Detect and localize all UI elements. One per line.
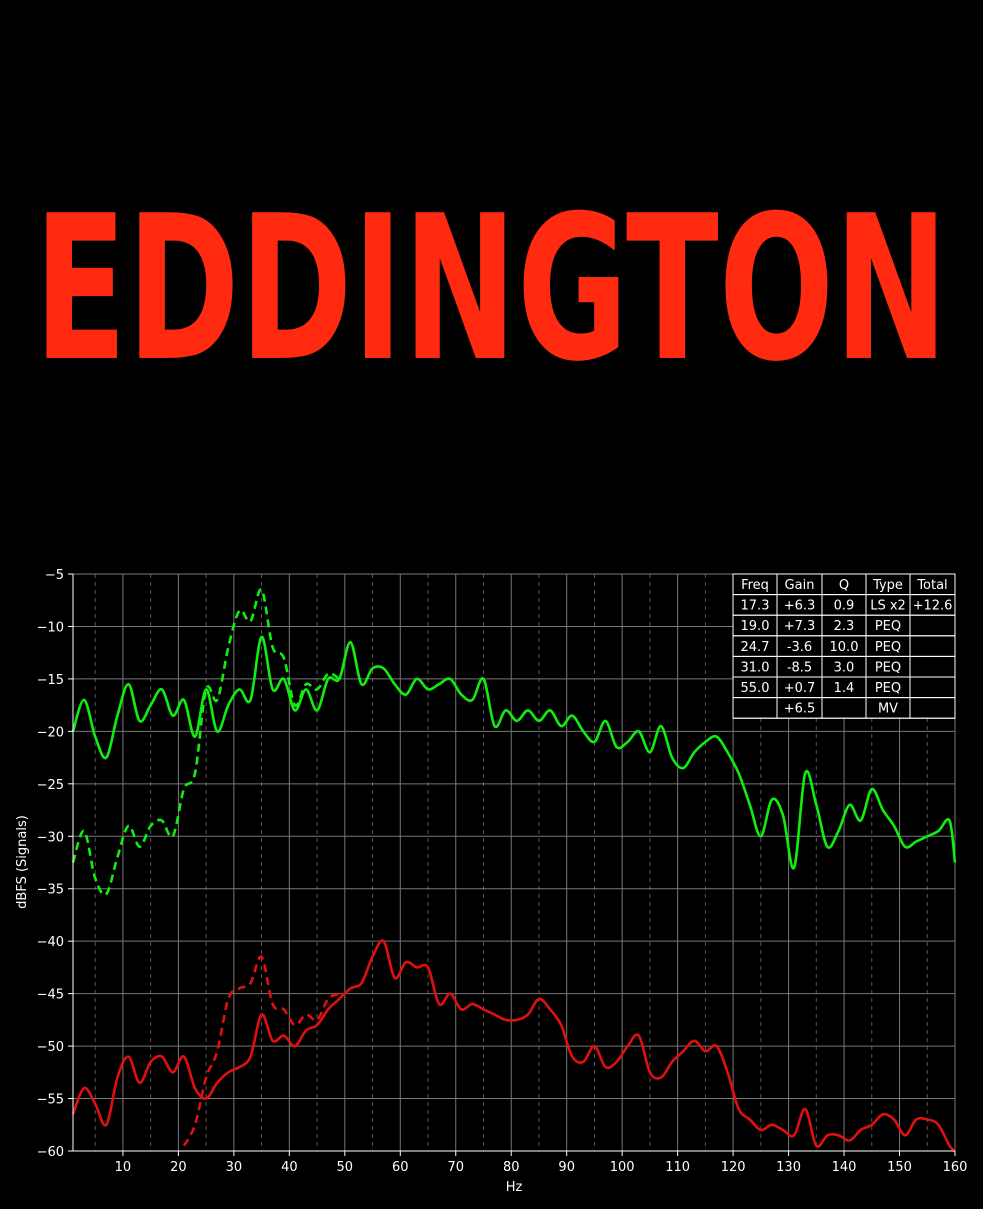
x-tick-label: 80 <box>503 1160 520 1175</box>
y-tick-label: −20 <box>37 725 64 740</box>
table-value: LS x2 <box>870 599 906 614</box>
x-tick-label: 100 <box>610 1160 635 1175</box>
table-value: 0.9 <box>834 599 855 614</box>
eddington-logo-text: EDDINGTON <box>34 173 948 406</box>
x-tick-label: 130 <box>776 1160 801 1175</box>
x-tick-label: 150 <box>887 1160 912 1175</box>
y-axis-label: dBFS (Signals) <box>15 815 30 909</box>
table-cell <box>909 697 956 719</box>
table-value: -8.5 <box>787 660 812 675</box>
table-value: 24.7 <box>741 640 770 655</box>
x-axis-label: Hz <box>506 1180 523 1195</box>
y-tick-label: −35 <box>37 883 64 898</box>
y-tick-label: −60 <box>37 1145 64 1160</box>
y-tick-label: −5 <box>45 568 64 583</box>
minor-grid <box>94 574 928 1151</box>
x-tick-label: 50 <box>337 1160 354 1175</box>
table-header-cell: Total <box>916 578 947 593</box>
series-line-3 <box>182 955 340 1147</box>
table-value: PEQ <box>875 619 901 634</box>
x-tick-label: 10 <box>115 1160 132 1175</box>
table-value: -3.6 <box>787 640 812 655</box>
y-tick-label: −55 <box>37 1093 64 1108</box>
table-value: 1.4 <box>834 681 855 696</box>
table-value: +0.7 <box>784 681 816 696</box>
table-value: PEQ <box>875 660 901 675</box>
table-value: 31.0 <box>741 660 770 675</box>
x-tick-label: 120 <box>721 1160 746 1175</box>
table-value: +7.3 <box>784 619 816 634</box>
table-header-cell: Q <box>839 578 849 593</box>
table-value: +6.5 <box>784 702 816 717</box>
x-tick-label: 20 <box>170 1160 187 1175</box>
series-line-1 <box>71 588 340 897</box>
table-value: PEQ <box>875 640 901 655</box>
table-value: 10.0 <box>830 640 859 655</box>
x-tick-labels: 10 20 30 40 50 60 70 80 90 100 110 120 130 140 150 160 <box>115 1151 968 1175</box>
series-line-0 <box>71 635 957 870</box>
eddington-logo: EDDINGTON <box>34 173 948 406</box>
eq-table: Freq Gain Q Type Total 17.3 +6.3 0.9 LS x2 +12.6 1… <box>732 573 956 719</box>
y-tick-labels: −5 −10 −15 −20 −25 −30 −35 −40 −45 −50 −55 −60 <box>37 568 73 1160</box>
table-value: MV <box>878 702 898 717</box>
x-tick-label: 90 <box>558 1160 575 1175</box>
table-header-cell: Freq <box>741 578 769 593</box>
x-tick-label: 140 <box>832 1160 857 1175</box>
x-tick-label: 110 <box>665 1160 690 1175</box>
axes <box>72 574 955 1152</box>
y-tick-label: −45 <box>37 988 64 1003</box>
y-tick-label: −15 <box>37 673 64 688</box>
table-value: 19.0 <box>741 619 770 634</box>
x-tick-label: 70 <box>447 1160 464 1175</box>
x-tick-label: 30 <box>226 1160 243 1175</box>
y-tick-label: −25 <box>37 778 64 793</box>
table-value: 17.3 <box>741 599 770 614</box>
x-tick-label: 60 <box>392 1160 409 1175</box>
table-header-cell: Type <box>872 578 903 593</box>
table-value: 2.3 <box>834 619 855 634</box>
y-tick-label: −50 <box>37 1040 64 1055</box>
series-line-2 <box>71 939 956 1153</box>
table-header-cell: Gain <box>785 578 815 593</box>
y-tick-label: −30 <box>37 830 64 845</box>
table-value: 3.0 <box>834 660 855 675</box>
frequency-response-chart: 10 20 30 40 50 60 70 80 90 100 110 120 130 140 150 160 … <box>15 568 968 1195</box>
y-tick-label: −40 <box>37 935 64 950</box>
table-value: +6.3 <box>784 599 816 614</box>
x-tick-label: 40 <box>281 1160 298 1175</box>
x-tick-label: 160 <box>943 1160 968 1175</box>
series-layer <box>71 588 957 1153</box>
table-value: +12.6 <box>913 599 953 614</box>
table-value: PEQ <box>875 681 901 696</box>
table-value: 55.0 <box>741 681 770 696</box>
y-tick-label: −10 <box>37 620 64 635</box>
